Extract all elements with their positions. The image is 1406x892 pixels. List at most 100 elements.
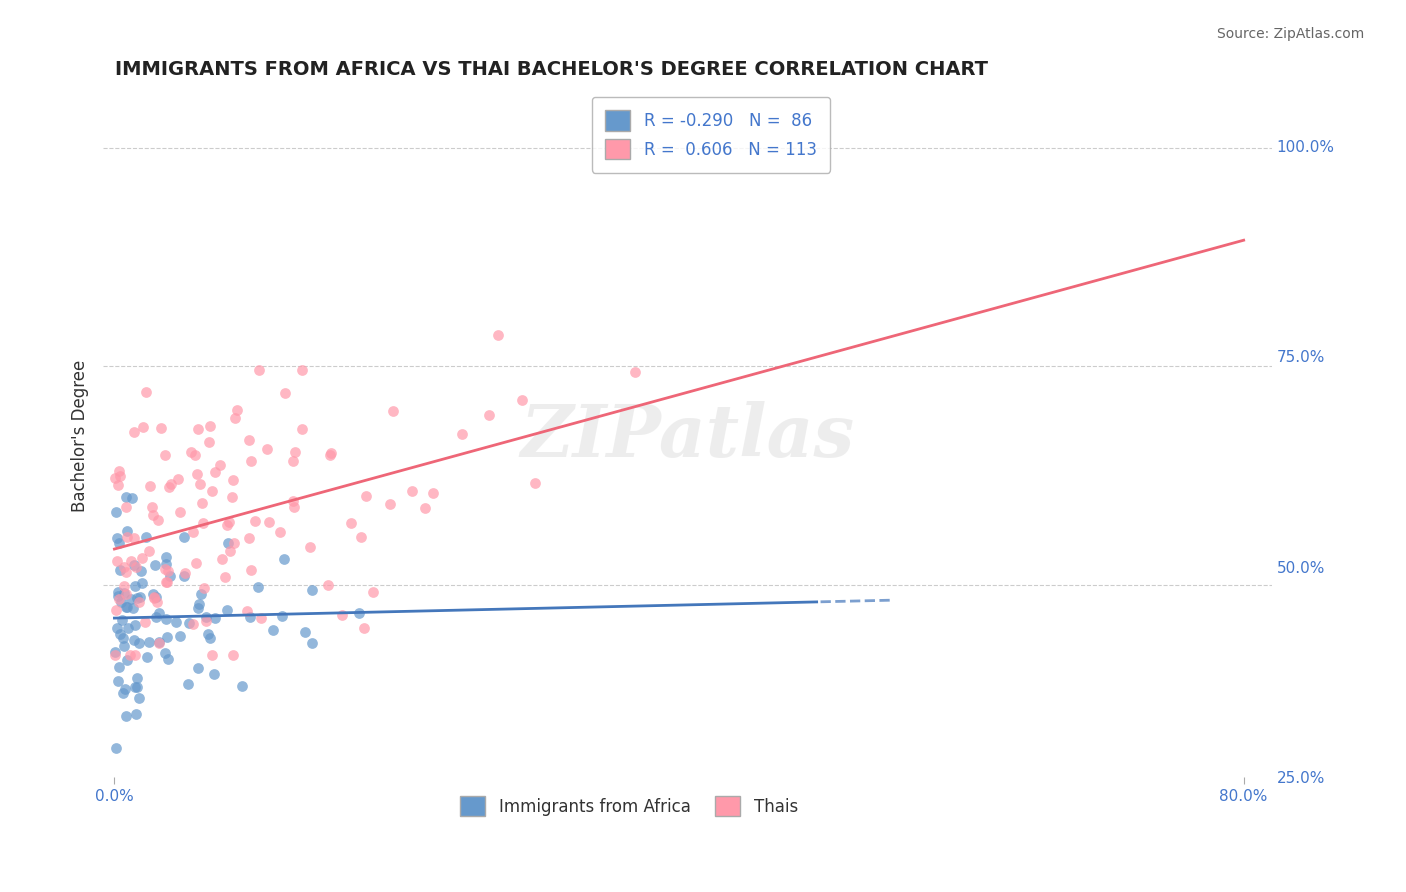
Point xyxy=(180,444,202,458)
Point xyxy=(177,615,200,630)
Point xyxy=(135,385,157,400)
Point xyxy=(105,554,128,568)
Point xyxy=(240,454,263,468)
Point xyxy=(222,536,245,550)
Point xyxy=(115,491,138,505)
Point xyxy=(114,681,136,696)
Point xyxy=(173,530,195,544)
Point xyxy=(301,582,323,597)
Point xyxy=(488,328,510,343)
Point xyxy=(131,576,153,591)
Point xyxy=(138,544,160,558)
Point xyxy=(197,626,219,640)
Point xyxy=(142,590,165,604)
Point xyxy=(124,681,146,695)
Point xyxy=(124,617,146,632)
Point xyxy=(142,591,165,605)
Point xyxy=(200,648,222,662)
Point xyxy=(134,615,156,629)
Point xyxy=(127,671,149,685)
Point xyxy=(187,598,209,612)
Point xyxy=(330,607,353,622)
Point xyxy=(131,551,153,566)
Point xyxy=(204,465,226,479)
Point xyxy=(124,579,146,593)
Point xyxy=(283,454,305,468)
Y-axis label: Bachelor's Degree: Bachelor's Degree xyxy=(72,360,89,512)
Point xyxy=(114,560,136,574)
Point xyxy=(353,622,375,636)
Point xyxy=(219,544,242,558)
Point xyxy=(187,422,209,436)
Point xyxy=(247,363,270,377)
Text: IMMIGRANTS FROM AFRICA VS THAI BACHELOR'S DEGREE CORRELATION CHART: IMMIGRANTS FROM AFRICA VS THAI BACHELOR'… xyxy=(115,60,988,78)
Point xyxy=(107,478,129,492)
Point xyxy=(148,513,170,527)
Point xyxy=(110,469,132,483)
Point xyxy=(204,610,226,624)
Point xyxy=(194,610,217,624)
Point xyxy=(122,558,145,572)
Point xyxy=(108,563,131,577)
Point xyxy=(240,562,263,576)
Point xyxy=(191,516,214,530)
Point xyxy=(422,485,444,500)
Point xyxy=(283,500,305,514)
Point xyxy=(153,448,176,462)
Point xyxy=(262,624,284,638)
Point xyxy=(291,422,314,436)
Point xyxy=(238,434,260,448)
Text: ZIPatlas: ZIPatlas xyxy=(520,401,855,472)
Point xyxy=(214,570,236,584)
Point xyxy=(155,575,177,590)
Point xyxy=(155,611,177,625)
Point xyxy=(110,626,132,640)
Point xyxy=(222,648,245,662)
Point xyxy=(111,613,134,627)
Point xyxy=(128,636,150,650)
Point xyxy=(118,648,141,662)
Point xyxy=(224,411,246,425)
Point xyxy=(181,617,204,632)
Point xyxy=(284,444,307,458)
Point xyxy=(186,556,208,570)
Point xyxy=(120,592,142,607)
Point xyxy=(105,531,128,545)
Point xyxy=(274,385,297,400)
Point xyxy=(138,635,160,649)
Point xyxy=(187,601,209,615)
Point xyxy=(401,483,423,498)
Point xyxy=(156,574,179,589)
Point xyxy=(148,635,170,649)
Point xyxy=(107,673,129,688)
Point xyxy=(283,494,305,508)
Point xyxy=(249,611,271,625)
Point xyxy=(187,661,209,675)
Point xyxy=(166,472,188,486)
Point xyxy=(145,610,167,624)
Point xyxy=(198,435,221,450)
Point xyxy=(173,569,195,583)
Point xyxy=(201,484,224,499)
Point xyxy=(125,591,148,605)
Point xyxy=(105,603,128,617)
Point xyxy=(107,589,129,603)
Point xyxy=(112,639,135,653)
Point xyxy=(112,579,135,593)
Point xyxy=(269,524,291,539)
Point xyxy=(124,706,146,721)
Point xyxy=(350,530,373,544)
Point xyxy=(226,403,249,417)
Point xyxy=(294,624,316,639)
Point xyxy=(191,496,214,510)
Point xyxy=(319,446,342,460)
Point xyxy=(177,676,200,690)
Point xyxy=(451,427,474,442)
Point xyxy=(141,500,163,514)
Point xyxy=(105,505,128,519)
Point xyxy=(128,595,150,609)
Point xyxy=(198,632,221,646)
Point xyxy=(231,679,253,693)
Point xyxy=(523,476,546,491)
Point xyxy=(104,471,127,485)
